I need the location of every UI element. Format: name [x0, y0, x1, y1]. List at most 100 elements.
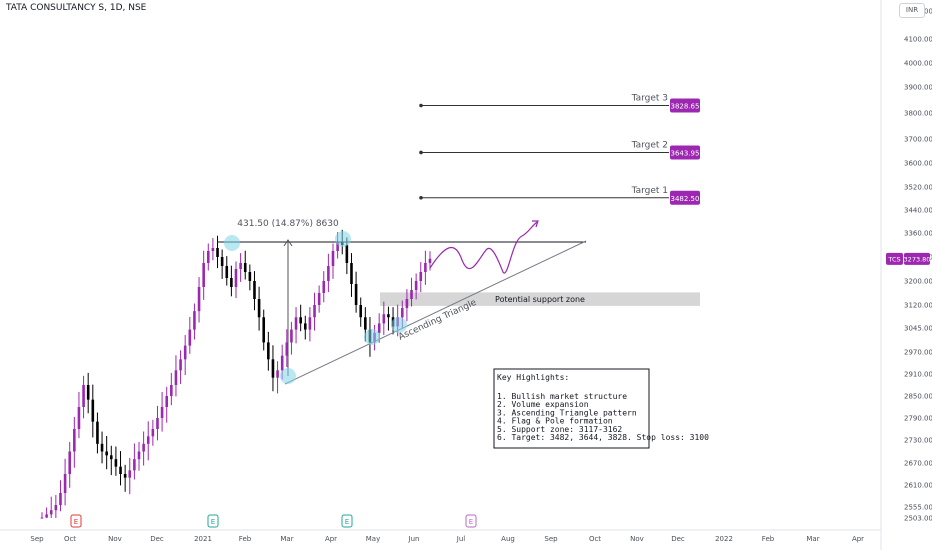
time-tick-label: Mar: [280, 535, 293, 543]
candle-body: [86, 385, 90, 400]
last-price-text: 3273.80: [904, 255, 931, 263]
time-tick-label: Dec: [150, 535, 164, 543]
candle-body: [179, 359, 182, 371]
candle-body: [280, 355, 284, 371]
candle-body: [285, 342, 289, 356]
candle-body: [424, 263, 427, 272]
time-tick-label: May: [366, 535, 380, 543]
candle-body: [45, 514, 48, 518]
price-tick-label: 3800.00: [904, 110, 932, 118]
price-tick-label: 3700.00: [904, 136, 932, 144]
candle-body: [419, 272, 423, 281]
price-tick-label: 2850.00: [904, 393, 932, 401]
candle-body: [96, 421, 99, 444]
time-tick-label: Dec: [671, 535, 685, 543]
candle-body: [82, 385, 85, 407]
earnings-event-label: E: [469, 518, 473, 526]
projection-arrow-icon: [532, 220, 539, 228]
price-tick-label: 4100.00: [904, 36, 932, 44]
key-highlights-item: 4. Flag & Pole formation: [497, 417, 613, 426]
symbol-tag: [886, 252, 903, 265]
symbol-tag-text: TCS: [887, 255, 900, 263]
candle-body: [248, 272, 252, 281]
candle-body: [211, 248, 215, 251]
price-tick-label: 4000.00: [904, 60, 932, 68]
candle-body: [188, 329, 192, 346]
currency-badge[interactable]: INR: [899, 3, 925, 18]
candle-body: [142, 443, 145, 452]
candle-body: [68, 451, 72, 474]
key-highlights-frame: [493, 368, 650, 449]
candle-body: [197, 287, 201, 312]
candle-body: [119, 466, 122, 474]
candle-body: [410, 290, 413, 299]
candle-body: [183, 345, 187, 360]
key-highlights-item: 6. Target: 3482, 3644, 3828. Stop loss: …: [497, 433, 709, 442]
time-tick-label: Aug: [501, 535, 515, 543]
candle-body: [253, 281, 256, 299]
candle-body: [156, 418, 159, 429]
candle-body: [327, 266, 330, 281]
candle-body: [73, 429, 76, 452]
time-tick-label: Apr: [852, 535, 864, 543]
candle-body: [206, 251, 210, 263]
price-tick-label: 2910.00: [904, 371, 932, 379]
candle-body: [405, 299, 409, 309]
candle-body: [40, 517, 44, 519]
last-price-tag: TCS 3273.80: [886, 252, 931, 265]
candle-body: [331, 251, 335, 266]
candle-body: [91, 399, 95, 422]
target-price-text: 3643.95: [671, 149, 700, 157]
candle-body: [49, 510, 53, 515]
target-label: Target 3: [631, 94, 668, 104]
candle-body: [322, 281, 326, 293]
time-tick-label: Nov: [630, 535, 644, 543]
time-axis[interactable]: Sep Oct Nov Dec 2021 Feb Mar Apr May Jun Jul Aug Sep…: [30, 535, 864, 543]
earnings-event-icon: [207, 514, 219, 528]
price-tick-label: 3200.00: [904, 278, 932, 286]
candle-body: [262, 317, 266, 343]
time-tick-label: Sep: [544, 535, 558, 543]
highlight-circle: [364, 329, 380, 345]
target-label: Target 1: [631, 186, 668, 196]
candle-body: [290, 329, 293, 343]
highlight-circle: [280, 368, 296, 384]
candle-body: [109, 455, 113, 460]
ascending-trendline: [284, 240, 587, 385]
candle-body: [216, 248, 219, 257]
time-tick-label: Oct: [589, 535, 601, 543]
last-price-badge: [904, 252, 930, 265]
price-tick-label: 2790.00: [904, 415, 932, 423]
target-price-text: 3482.50: [671, 195, 700, 203]
target-label: Target 2: [631, 140, 668, 150]
candle-body: [105, 451, 108, 456]
candle-body: [123, 474, 127, 478]
candle-body: [202, 263, 205, 287]
key-highlights-item: 2. Volume expansion: [497, 400, 589, 409]
time-tick-label: 2021: [194, 535, 212, 543]
time-tick-label: Jun: [408, 535, 420, 543]
candle-body: [267, 342, 270, 360]
price-tick-label: 2670.00: [904, 460, 932, 468]
candle-body: [428, 258, 432, 263]
candle-body: [377, 323, 381, 333]
candle-body: [220, 257, 224, 266]
candle-body: [128, 470, 132, 478]
price-tick-label: 2970.00: [904, 349, 932, 357]
time-tick-label: Feb: [762, 535, 775, 543]
price-tick-label: 3520.00: [904, 184, 932, 192]
candle-body: [170, 385, 173, 396]
price-tick-label: 3900.00: [904, 84, 932, 92]
earnings-event-label: E: [345, 518, 349, 526]
price-tick-label: 2503.00: [904, 515, 932, 523]
candle-body: [239, 263, 242, 269]
candle-body: [354, 284, 358, 305]
price-tick-label: 2730.00: [904, 437, 932, 445]
candle-body: [160, 407, 164, 418]
measure-arrow-icon: [283, 239, 293, 247]
candle-body: [359, 305, 363, 318]
support-zone-group: Potential support zone: [380, 292, 700, 306]
candle-body: [225, 266, 229, 278]
